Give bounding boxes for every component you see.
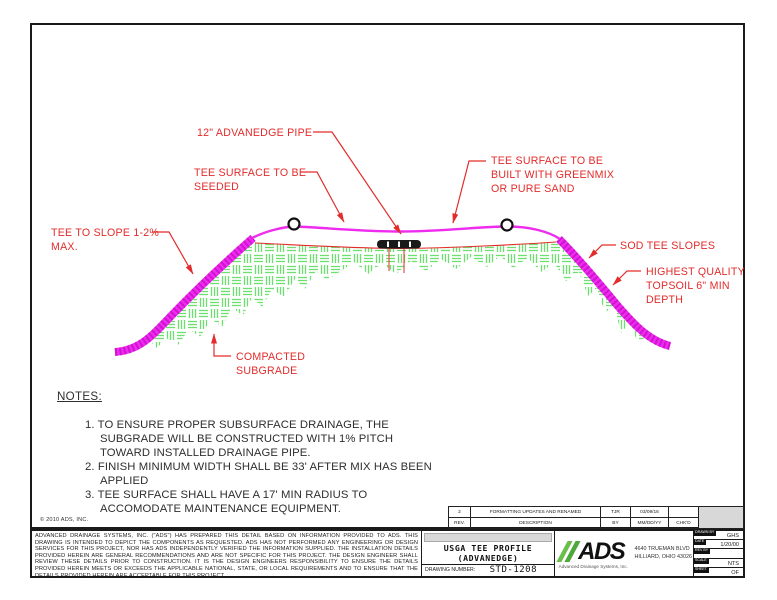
callout-topsoil-l1: HIGHEST QUALITY	[646, 266, 745, 278]
address-line2: HILLIARD, OHIO 43026	[634, 553, 692, 560]
title-block: ADVANCED DRAINAGE SYSTEMS, INC. ("ADS") …	[30, 529, 745, 579]
callout-greenmix-l1: TEE SURFACE TO BE	[491, 155, 603, 167]
callout-slope-l1: TEE TO SLOPE 1-2%	[51, 227, 159, 239]
ads-logo: ADS Advanced Drainage Systems, Inc.	[556, 538, 630, 569]
callout-slope-l2: MAX.	[51, 241, 78, 253]
sod-topsoil-band-right	[556, 236, 672, 350]
rev-by-row: REV BY	[694, 548, 743, 559]
sprinkler-head-right	[500, 218, 514, 232]
rev-filler-cell	[698, 506, 744, 529]
drawing-number-value: STD-1208	[489, 565, 537, 576]
scale-value: NTS	[727, 560, 739, 567]
logo-subtext: Advanced Drainage Systems, Inc.	[558, 563, 628, 569]
callout-topsoil-l3: DEPTH	[646, 294, 683, 306]
subgrade-hatch-area	[150, 242, 648, 348]
drawn-by-value: GHS	[726, 533, 739, 540]
callout-topsoil-l2: TOPSOIL 6" MIN	[646, 280, 730, 292]
sheet-value: OF	[731, 570, 739, 577]
note-item-3: 3. TEE SURFACE SHALL HAVE A 17' MIN RADI…	[85, 489, 368, 515]
drawing-number-label: DRAWING NUMBER:	[425, 567, 476, 574]
chkd-col-header: CHK'D	[668, 517, 699, 529]
date-col-header: MM/DD/YY	[630, 517, 669, 529]
rev-desc-cell: FORMATTING UPDATES AND RENAMED	[470, 506, 601, 518]
sheet-row: SHEET OF	[694, 566, 743, 577]
rev-chkd-cell	[668, 506, 699, 518]
copyright-text: © 2010 ADS, INC.	[40, 517, 89, 523]
drawing-title-cell: USGA TEE PROFILE (ADVANEDGE) DRAWING NUM…	[422, 531, 555, 576]
sheet-label: SHEET	[694, 566, 709, 573]
rev-by-cell: TJR	[600, 506, 631, 518]
callout-greenmix-l2: BUILT WITH GREENMIX	[491, 169, 614, 181]
callout-seeded-l1: TEE SURFACE TO BE	[194, 167, 306, 179]
logo-text: ADS	[578, 537, 626, 565]
drawing-title-line1: USGA TEE PROFILE	[443, 543, 533, 554]
sod-topsoil-band-left	[114, 234, 256, 356]
by-col-header: BY	[600, 517, 631, 529]
notes-heading: NOTES:	[57, 390, 102, 403]
rev-no-cell: 2	[448, 506, 471, 518]
project-placeholder-box	[424, 533, 552, 543]
revision-row: 2 FORMATTING UPDATES AND RENAMED TJR 03/…	[448, 506, 744, 529]
desc-col-header: DESCRIPTION	[470, 517, 601, 529]
callout-sod: SOD TEE SLOPES	[620, 240, 715, 252]
callout-subgrade-l2: SUBGRADE	[236, 365, 297, 377]
callout-greenmix-l3: OR PURE SAND	[491, 183, 575, 195]
address-line1: 4640 TRUEMAN BLVD	[634, 546, 690, 553]
drawing-title-line2: (ADVANEDGE)	[457, 553, 519, 564]
callout-subgrade-l1: COMPACTED	[236, 351, 305, 363]
drawn-by-row: DRAWN BY GHS	[694, 530, 743, 541]
sprinkler-head-left	[287, 217, 301, 231]
leader-lines	[152, 131, 641, 357]
rev-date-cell: 03/09/16	[630, 506, 669, 518]
info-column: DRAWN BY GHS DATE 1/20/00 REV BY SCALE N…	[694, 530, 743, 577]
revision-table: 2 FORMATTING UPDATES AND RENAMED TJR 03/…	[448, 506, 744, 529]
rev-col-header: REV.	[448, 517, 471, 529]
note-item-1: 1. TO ENSURE PROPER SUBSURFACE DRAINAGE,…	[85, 419, 394, 459]
company-address: 4640 TRUEMAN BLVD HILLIARD, OHIO 43026	[634, 546, 692, 561]
company-cell: ADS Advanced Drainage Systems, Inc. 4640…	[555, 531, 694, 576]
callout-seeded-l2: SEEDED	[194, 181, 239, 193]
drawing-frame	[30, 23, 745, 529]
disclaimer-text: ADVANCED DRAINAGE SYSTEMS, INC. ("ADS") …	[32, 531, 422, 579]
scale-row: SCALE NTS	[694, 557, 743, 568]
drawn-by-label: DRAWN BY	[694, 530, 717, 536]
note-item-2: 2. FINISH MINIMUM WIDTH SHALL BE 33' AFT…	[85, 461, 432, 487]
notes-section: NOTES: 1. TO ENSURE PROPER SUBSURFACE DR…	[57, 390, 457, 516]
date-row: DATE 1/20/00	[694, 539, 743, 550]
date-value: 1/20/00	[720, 542, 739, 549]
rev-by-label: REV BY	[694, 548, 711, 555]
revision-header-row: REV. DESCRIPTION BY MM/DD/YY CHK'D	[448, 517, 744, 529]
callout-pipe: 12" ADVANEDGE PIPE	[197, 127, 312, 139]
advanedge-pipe	[377, 240, 421, 273]
scale-label: SCALE	[694, 557, 709, 564]
date-label: DATE	[694, 539, 707, 546]
